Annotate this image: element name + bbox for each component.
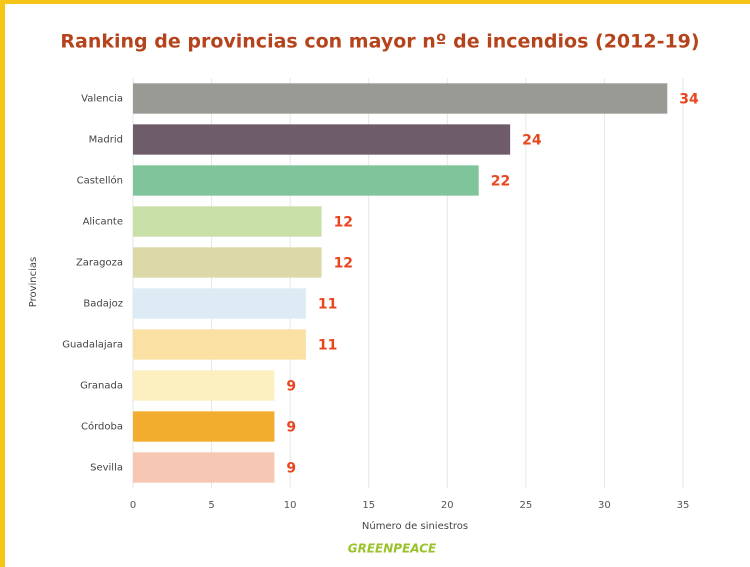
x-tick-label: 30 (598, 500, 611, 511)
x-tick-label: 10 (284, 500, 297, 511)
value-label: 34 (679, 92, 699, 108)
x-tick-label: 20 (441, 500, 454, 511)
bar (133, 247, 322, 278)
bar (133, 124, 511, 155)
value-label: 9 (286, 420, 296, 436)
y-tick-label: Zaragoza (76, 258, 123, 269)
x-tick-label: 5 (208, 500, 214, 511)
y-tick-label: Alicante (83, 217, 123, 228)
bar (133, 452, 275, 483)
y-tick-label: Granada (80, 381, 123, 392)
value-label: 22 (491, 174, 510, 190)
bar (133, 370, 275, 401)
value-label: 9 (286, 379, 296, 395)
y-tick-label: Valencia (81, 94, 123, 105)
x-tick-label: 0 (130, 500, 136, 511)
y-tick-label: Castellón (77, 175, 123, 187)
bar (133, 411, 275, 442)
left-border (0, 0, 5, 567)
y-tick-label: Córdoba (81, 421, 123, 433)
y-axis-label: Provincias (28, 257, 39, 308)
x-tick-label: 35 (677, 500, 690, 511)
bar (133, 165, 479, 196)
bar (133, 288, 306, 319)
value-label: 9 (286, 461, 296, 477)
x-tick-label: 25 (519, 500, 532, 511)
value-label: 11 (318, 297, 337, 313)
chart-title: Ranking de provincias con mayor nº de in… (60, 31, 699, 53)
top-border (0, 0, 750, 4)
bar (133, 83, 668, 114)
x-axis-label: Número de siniestros (362, 520, 468, 532)
y-tick-label: Madrid (89, 135, 123, 146)
y-tick-label: Guadalajara (62, 340, 123, 351)
value-label: 24 (522, 133, 542, 149)
logo: GREENPEACE (348, 542, 437, 556)
y-tick-label: Badajoz (83, 299, 123, 310)
x-tick-label: 15 (362, 500, 375, 511)
value-label: 12 (334, 256, 353, 272)
value-label: 12 (334, 215, 353, 231)
value-label: 11 (318, 338, 337, 354)
y-tick-label: Sevilla (90, 463, 123, 474)
bar (133, 206, 322, 237)
bar (133, 329, 306, 360)
